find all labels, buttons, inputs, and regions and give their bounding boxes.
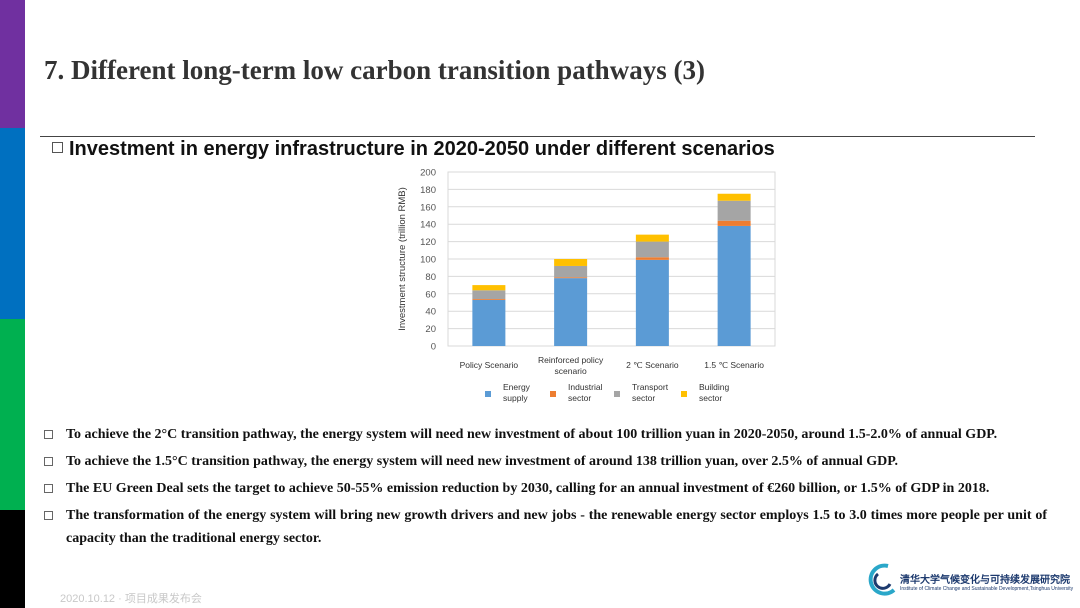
square-bullet-icon [44, 430, 53, 439]
bar-segment [472, 299, 506, 300]
legend-swatch [550, 391, 556, 397]
bullet-item: The EU Green Deal sets the target to ach… [44, 477, 1047, 500]
y-tick-label: 100 [420, 255, 436, 266]
sidebar-band-black [0, 510, 25, 608]
chart-heading-text: Investment in energy infrastructure in 2… [69, 138, 775, 160]
bar-segment [635, 234, 669, 242]
bullet-text: The transformation of the energy system … [66, 508, 1047, 546]
x-tick-label: Policy Scenario [460, 360, 519, 370]
y-tick-label: 200 [420, 168, 436, 179]
square-bullet-icon [44, 484, 53, 493]
chart-heading: Investment in energy infrastructure in 2… [52, 138, 775, 161]
x-tick-label: Reinforced policy scenario [538, 355, 604, 376]
y-tick-label: 40 [425, 307, 436, 318]
plot-area-border [447, 171, 776, 347]
institute-logo-icon [868, 563, 896, 596]
y-tick-label: 120 [420, 237, 436, 248]
sidebar-band-purple [0, 0, 25, 128]
bar-segment [554, 277, 588, 279]
bar-segment [472, 285, 506, 291]
y-tick-label: 180 [420, 185, 436, 196]
institute-logo: 清华大学气候变化与可持续发展研究院 Institute of Climate C… [866, 560, 1074, 600]
bar-segment [717, 200, 751, 221]
bar-segment [635, 241, 669, 258]
legend-label: Transport sector [632, 382, 669, 403]
logo-text-en: Institute of Climate Change and Sustaina… [900, 586, 1074, 592]
y-axis-title: Investment structure (trillion RMB) [397, 187, 408, 331]
bar-segment [635, 259, 669, 346]
bar-segment [554, 265, 588, 278]
sidebar-band-blue [0, 128, 25, 319]
sidebar-color-bar [0, 0, 25, 608]
slide-title: 7. Different long-term low carbon transi… [44, 55, 705, 85]
bullet-item: The transformation of the energy system … [44, 504, 1047, 550]
bar-segment [635, 257, 669, 260]
y-tick-label: 140 [420, 220, 436, 231]
legend-label: Building sector [699, 382, 730, 403]
bullet-text: To achieve the 1.5°C transition pathway,… [66, 454, 899, 469]
bar-segment [554, 259, 588, 266]
title-divider [40, 136, 1035, 137]
square-bullet-icon [52, 142, 63, 153]
y-tick-label: 20 [425, 324, 436, 335]
footer-date: 2020.10.12 · 项目成果发布会 [60, 593, 202, 605]
bar-segment [717, 225, 751, 346]
bullet-list: To achieve the 2°C transition pathway, t… [44, 423, 1047, 554]
bullet-item: To achieve the 1.5°C transition pathway,… [44, 450, 1047, 473]
legend-swatch [485, 391, 491, 397]
square-bullet-icon [44, 511, 53, 520]
legend-label: Energy supply [503, 382, 531, 403]
y-tick-label: 0 [431, 342, 436, 353]
bullet-text: The EU Green Deal sets the target to ach… [66, 481, 990, 496]
y-tick-label: 60 [425, 289, 436, 300]
bar-segment [717, 193, 751, 201]
y-tick-label: 80 [425, 272, 436, 283]
bar-segment [717, 220, 751, 226]
bar-segment [472, 290, 506, 300]
bullet-item: To achieve the 2°C transition pathway, t… [44, 423, 1047, 446]
investment-bar-chart: 0 20 40 60 80 100 120 140 160 180 200 Investment st… [397, 168, 776, 403]
bar-segment [472, 299, 506, 346]
legend-label: Industrial sector [568, 382, 603, 403]
bullet-text: To achieve the 2°C transition pathway, t… [66, 427, 998, 442]
x-tick-label: 2 ℃ Scenario [626, 360, 679, 370]
square-bullet-icon [44, 457, 53, 466]
legend-swatch [614, 391, 620, 397]
logo-text-cn: 清华大学气候变化与可持续发展研究院 [900, 575, 1070, 586]
sidebar-band-green [0, 319, 25, 510]
x-tick-label: 1.5 ℃ Scenario [704, 360, 764, 370]
y-tick-label: 160 [420, 202, 436, 213]
bar-segment [554, 278, 588, 346]
legend-swatch [681, 391, 687, 397]
